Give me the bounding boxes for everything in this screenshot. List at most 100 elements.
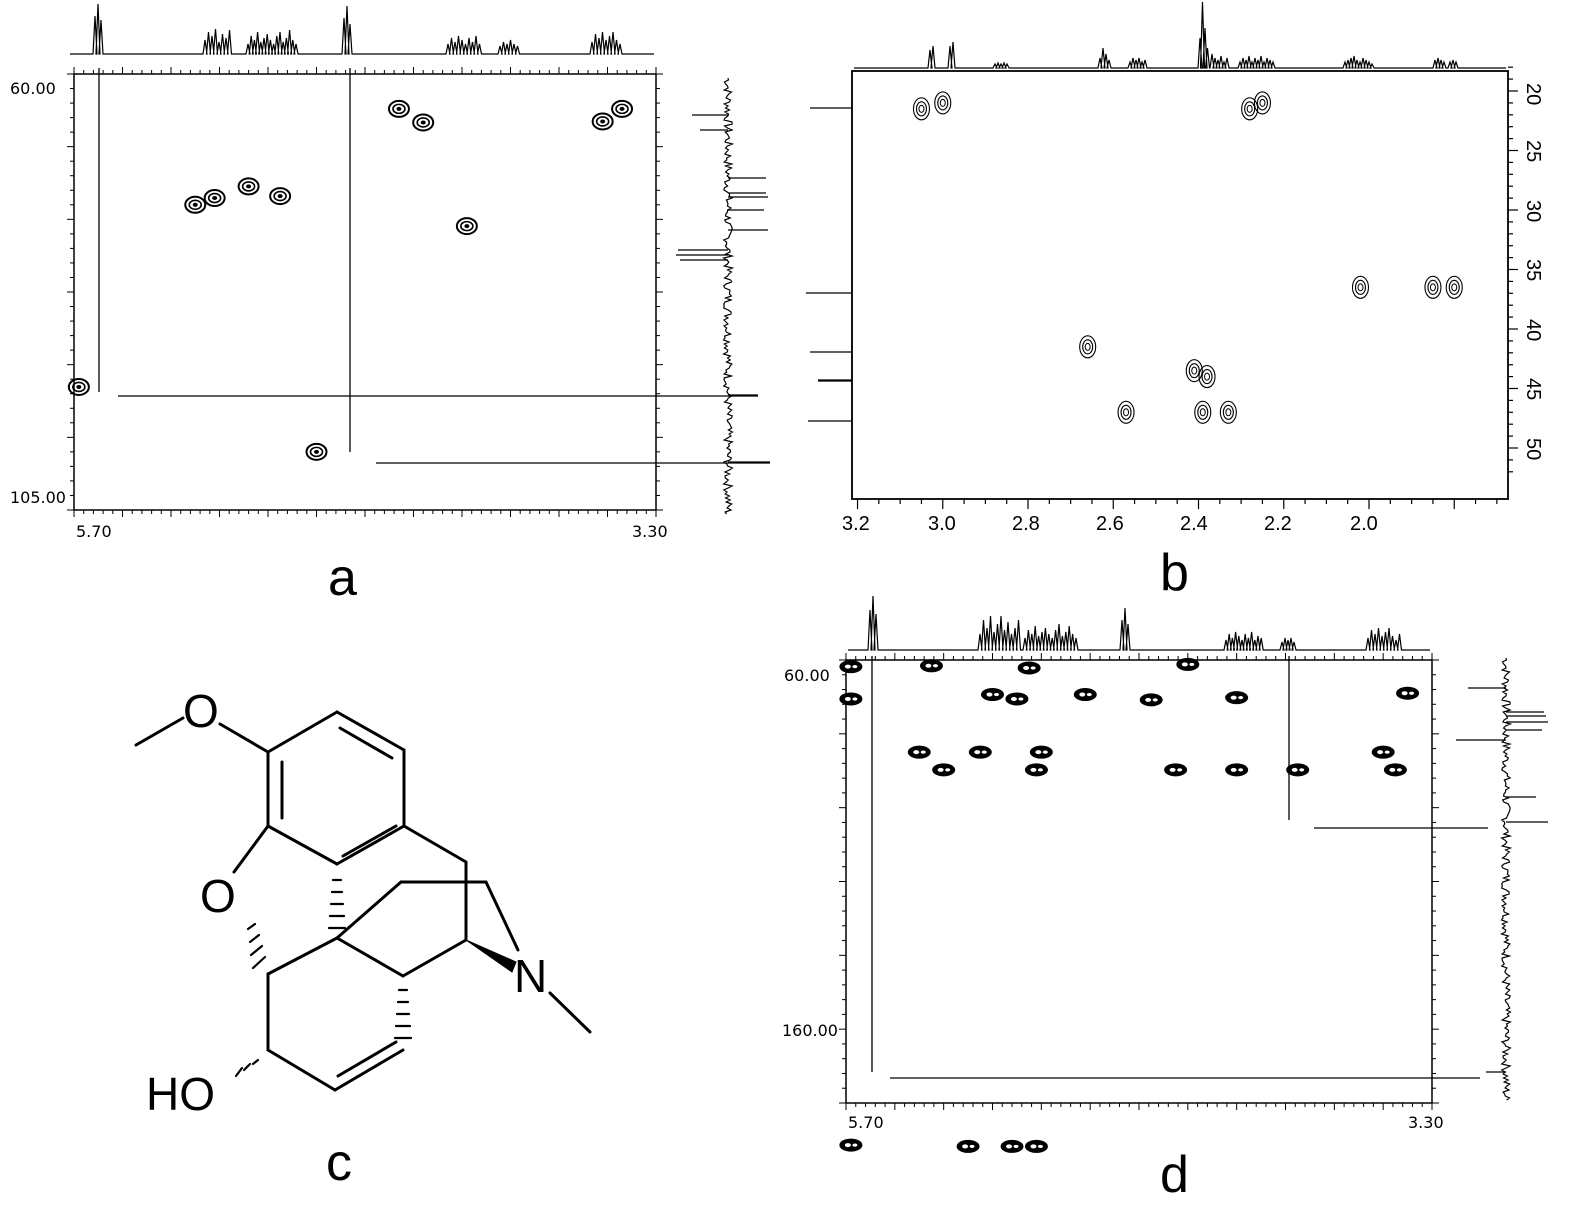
cross-peak [1024, 1139, 1048, 1153]
panel-b-top-1h-spectrum [854, 1, 1506, 69]
cross-peak [1029, 745, 1053, 759]
furan-oxygen-atom: O [200, 870, 236, 922]
cross-peak [1024, 763, 1048, 777]
panel-d-x-end-label: 3.30 [1408, 1113, 1444, 1132]
cross-peak [839, 660, 863, 674]
panel-a-y-end-label: 105.00 [10, 488, 66, 507]
cross-peak [934, 91, 952, 115]
cross-peak [1225, 763, 1249, 777]
cross-peak [1351, 275, 1370, 299]
panel-b-y-tick-labels: 20 25 30 35 40 45 50 [1522, 83, 1544, 460]
cross-peak [1286, 763, 1310, 777]
panel-b-x-tick-label: 2.4 [1180, 513, 1208, 535]
panel-b-label: b [1160, 544, 1189, 602]
cross-peak [1000, 1139, 1024, 1153]
panel-b-y-tick-label: 20 [1522, 83, 1544, 105]
panel-d-y-start-label: 60.00 [784, 666, 830, 685]
cross-peak [956, 1139, 980, 1153]
panel-c-structure [134, 710, 592, 1092]
cross-peak [1424, 275, 1442, 299]
cross-peak [907, 745, 931, 759]
panel-b-y-tick-label: 50 [1522, 438, 1544, 460]
cross-peak [1164, 763, 1188, 777]
panel-a-top-1h-spectrum [70, 3, 654, 55]
cross-peak [919, 659, 943, 673]
cross-peak [611, 99, 634, 118]
cross-peak [305, 442, 328, 461]
cross-peak [412, 113, 435, 132]
cross-peak [1139, 693, 1163, 707]
panel-b-y-tick-label: 30 [1522, 200, 1544, 222]
cross-peak [839, 1138, 863, 1152]
cross-peak [1445, 275, 1463, 299]
panel-b-x-tick-label: 3.2 [842, 513, 870, 535]
panel-a-right-13c-spectrum [676, 77, 770, 515]
cross-peak [184, 195, 207, 214]
nitrogen-atom: N [514, 950, 547, 1002]
cross-peak [203, 189, 226, 208]
cross-peak [981, 688, 1004, 702]
cross-peak [1253, 91, 1271, 115]
cross-peak [1117, 400, 1135, 424]
cross-peak [1079, 335, 1097, 359]
panel-d-ticks [839, 653, 1439, 1110]
panel-d-x-start-label: 5.70 [848, 1113, 884, 1132]
cross-peak [1005, 692, 1029, 706]
panel-b-cross-peaks [912, 91, 1463, 424]
cross-peak [912, 97, 931, 121]
panel-b-x-tick-label: 2.6 [1096, 513, 1124, 535]
panel-d-plot-frame [845, 659, 1433, 1104]
cross-peak [1383, 763, 1407, 777]
cross-peak [1017, 661, 1041, 675]
cross-peak [269, 187, 292, 206]
panel-b-y-tick-label: 40 [1522, 319, 1544, 341]
panel-b-x-tick-label: 3.0 [928, 513, 956, 535]
panel-a-x-end-label: 3.30 [632, 522, 668, 541]
panel-b-plot-frame [851, 70, 1509, 500]
panel-a-ticks [67, 67, 663, 517]
panel-b-x-tick-label: 2.0 [1350, 513, 1378, 535]
panel-a-y-start-label: 60.00 [10, 79, 56, 98]
cross-peak [591, 112, 614, 131]
panel-c-label: c [326, 1134, 352, 1192]
panel-d-cross-peaks [839, 657, 1420, 1153]
panel-d-top-1h-spectrum [848, 595, 1430, 651]
panel-a-plot-frame [73, 73, 657, 511]
cross-peak [968, 745, 992, 759]
cross-peak [455, 217, 478, 236]
panel-d: 60.00 160.00 5.70 3.30 d [782, 595, 1548, 1204]
cross-peak [1176, 657, 1200, 671]
cross-peak [1198, 365, 1216, 389]
panel-b-x-tick-labels: 3.2 3.0 2.8 2.6 2.4 2.2 2.0 [842, 513, 1378, 535]
panel-b-x-tick-label: 2.2 [1264, 513, 1292, 535]
panel-a-guide-lines [98, 68, 770, 464]
cross-peak [387, 99, 410, 118]
panel-d-label: d [1160, 1146, 1189, 1204]
cross-peak [67, 377, 90, 396]
panel-a: 60.00 105.00 5.70 3.30 a [10, 3, 770, 607]
panel-d-guide-lines [871, 656, 1488, 1079]
cross-peak [1219, 400, 1237, 424]
cross-peak [839, 692, 863, 706]
cross-peak [1396, 686, 1420, 700]
methoxy-oxygen-atom: O [183, 685, 219, 737]
panel-a-label: a [328, 549, 357, 607]
cross-peak [1185, 359, 1203, 383]
panel-b-y-tick-label: 45 [1522, 378, 1544, 400]
panel-b-y-tick-label: 25 [1522, 140, 1544, 162]
panel-a-x-start-label: 5.70 [76, 522, 112, 541]
panel-b-left-13c-spectrum [806, 71, 853, 499]
panel-a-cross-peaks [67, 99, 634, 461]
cross-peak [1194, 400, 1212, 424]
panel-b-y-tick-label: 35 [1522, 259, 1544, 281]
panel-b-x-tick-label: 2.8 [1012, 513, 1040, 535]
cross-peak [1241, 97, 1259, 121]
panel-b: 3.2 3.0 2.8 2.6 2.4 2.2 2.0 20 25 30 35 … [806, 1, 1544, 602]
panel-d-right-13c-spectrum [1456, 657, 1548, 1101]
panel-b-ticks [856, 66, 1518, 509]
panel-d-y-end-label: 160.00 [782, 1021, 838, 1040]
cross-peak [932, 763, 956, 777]
cross-peak [1073, 688, 1097, 702]
hydroxyl-group: HO [146, 1068, 215, 1120]
